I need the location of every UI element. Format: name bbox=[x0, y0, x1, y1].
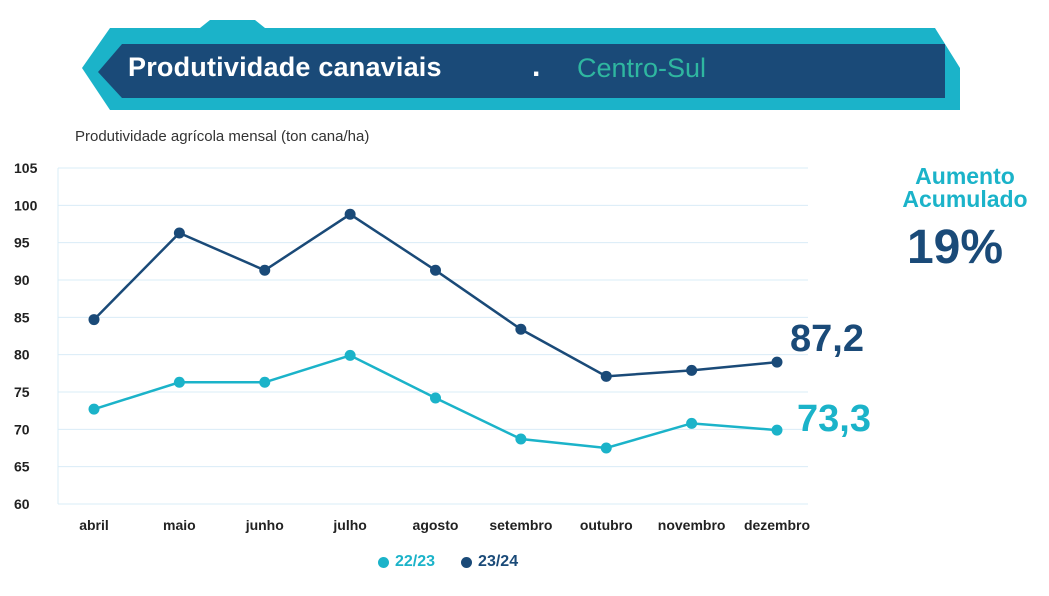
banner-separator: . bbox=[532, 50, 541, 83]
data-point bbox=[344, 208, 356, 220]
legend-dot-22-23 bbox=[378, 556, 389, 568]
x-tick-label: agosto bbox=[413, 517, 459, 533]
y-tick-label: 85 bbox=[14, 309, 30, 325]
chart-subtitle: Produtividade agrícola mensal (ton cana/… bbox=[75, 128, 370, 145]
x-tick-label: maio bbox=[163, 517, 196, 533]
x-tick-label: dezembro bbox=[744, 517, 810, 533]
data-point bbox=[771, 424, 783, 436]
kpi-label-line2: Acumulado bbox=[902, 186, 1028, 212]
y-tick-label: 105 bbox=[14, 160, 38, 176]
banner-title: Produtividade canaviais bbox=[128, 52, 442, 82]
banner-accent-shape bbox=[195, 20, 270, 32]
series-line-23-24 bbox=[93, 212, 778, 378]
x-tick-label: abril bbox=[79, 517, 109, 533]
end-label-23-24: 87,2 bbox=[790, 318, 864, 360]
legend-dot-23-24 bbox=[461, 556, 473, 568]
y-tick-label: 100 bbox=[14, 197, 38, 213]
kpi-label-line1: Aumento bbox=[915, 163, 1015, 189]
x-tick-label: setembro bbox=[489, 517, 552, 533]
data-point bbox=[173, 376, 185, 388]
y-tick-label: 60 bbox=[14, 496, 30, 512]
chart-legend: 22/23 23/24 bbox=[378, 553, 518, 571]
data-point bbox=[515, 433, 527, 445]
legend-label-22-23: 22/23 bbox=[395, 553, 436, 570]
y-tick-label: 65 bbox=[14, 459, 30, 475]
x-tick-label: novembro bbox=[658, 517, 726, 533]
data-point bbox=[430, 392, 441, 404]
y-tick-label: 70 bbox=[14, 421, 30, 437]
title-banner bbox=[82, 20, 960, 110]
banner-region: Centro-Sul bbox=[577, 53, 707, 83]
data-point bbox=[600, 442, 612, 454]
data-point bbox=[515, 323, 527, 335]
data-point bbox=[259, 264, 271, 276]
end-label-22-23: 73,3 bbox=[797, 398, 871, 440]
data-point bbox=[686, 417, 698, 429]
data-point bbox=[686, 364, 698, 376]
x-tick-label: julho bbox=[332, 517, 366, 533]
data-point bbox=[173, 227, 185, 239]
legend-item-23-24: 23/24 bbox=[461, 553, 518, 571]
kpi-value: 19% bbox=[906, 221, 1004, 274]
banner-dark-shape bbox=[98, 44, 945, 98]
x-tick-label: outubro bbox=[580, 517, 633, 533]
data-point bbox=[430, 264, 441, 276]
data-point bbox=[771, 356, 783, 368]
x-tick-label: junho bbox=[245, 517, 284, 533]
legend-label-23-24: 23/24 bbox=[478, 553, 519, 570]
y-tick-label: 75 bbox=[14, 384, 30, 400]
y-tick-label: 80 bbox=[14, 347, 30, 363]
legend-item-22-23: 22/23 bbox=[378, 553, 435, 571]
line-chart: 60 65 70 75 80 85 90 95 100 105 abril maio junho jul… bbox=[14, 160, 810, 533]
data-point bbox=[259, 376, 271, 388]
y-tick-label: 95 bbox=[14, 235, 30, 251]
y-tick-label: 90 bbox=[14, 272, 30, 288]
data-point bbox=[88, 314, 100, 326]
data-point bbox=[600, 370, 612, 382]
data-point bbox=[88, 403, 100, 415]
data-point bbox=[344, 349, 356, 361]
kpi-label: Aumento Acumulado bbox=[880, 165, 1049, 211]
